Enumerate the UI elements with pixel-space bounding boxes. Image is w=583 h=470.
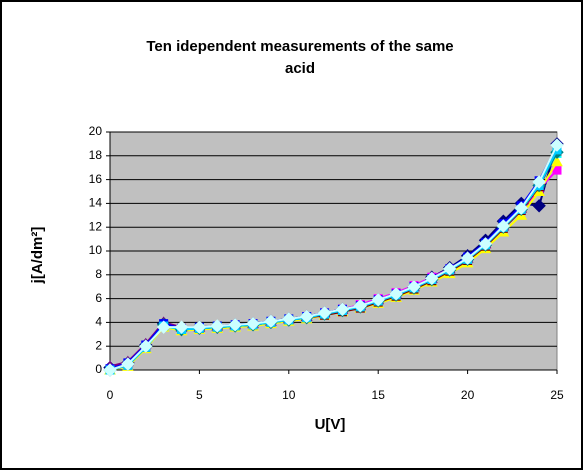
data-point: [550, 138, 564, 152]
y-tick-label: 16: [89, 172, 103, 186]
data-point: [371, 293, 385, 307]
data-point: [532, 199, 546, 213]
x-tick-label: 0: [107, 388, 114, 402]
y-tick-label: 0: [95, 362, 102, 376]
data-point: [156, 320, 171, 334]
y-tick-label: 2: [95, 338, 102, 352]
chart-title: acid: [285, 60, 315, 77]
y-axis-label: j[A/dm²]: [29, 227, 46, 285]
data-point: [551, 155, 563, 167]
data-point: [282, 312, 296, 326]
data-point: [139, 339, 153, 353]
y-tick-label: 14: [89, 196, 103, 210]
y-tick-label: 4: [95, 315, 102, 329]
data-point: [299, 309, 314, 324]
data-point: [514, 201, 528, 215]
data-point: [353, 299, 368, 313]
data-point: [443, 262, 457, 276]
x-tick-label: 20: [461, 388, 475, 402]
x-axis-label: U[V]: [315, 416, 346, 433]
data-point: [264, 314, 278, 328]
data-point: [121, 357, 135, 371]
data-point: [425, 271, 439, 286]
y-tick-label: 10: [89, 243, 103, 257]
data-point: [407, 279, 421, 294]
data-point: [228, 318, 242, 332]
data-point: [246, 316, 260, 331]
x-tick-label: 5: [196, 388, 203, 402]
data-point: [532, 175, 546, 189]
data-point: [103, 363, 117, 377]
data-point: [460, 251, 475, 265]
y-tick-label: 6: [95, 291, 102, 305]
chart-title: Ten idependent measurements of the same: [146, 38, 453, 55]
data-point: [192, 320, 207, 334]
y-tick-label: 12: [89, 219, 103, 233]
y-tick-label: 20: [89, 124, 103, 138]
data-point: [335, 302, 350, 317]
data-point: [478, 237, 493, 251]
data-point: [317, 306, 332, 320]
y-tick-label: 18: [89, 148, 103, 162]
data-point: [174, 320, 189, 334]
data-point: [496, 219, 511, 233]
x-tick-label: 25: [550, 388, 564, 402]
x-tick-label: 10: [282, 388, 296, 402]
x-tick-label: 15: [372, 388, 386, 402]
data-point: [210, 319, 224, 333]
y-tick-label: 8: [95, 267, 102, 281]
data-point: [389, 287, 403, 301]
